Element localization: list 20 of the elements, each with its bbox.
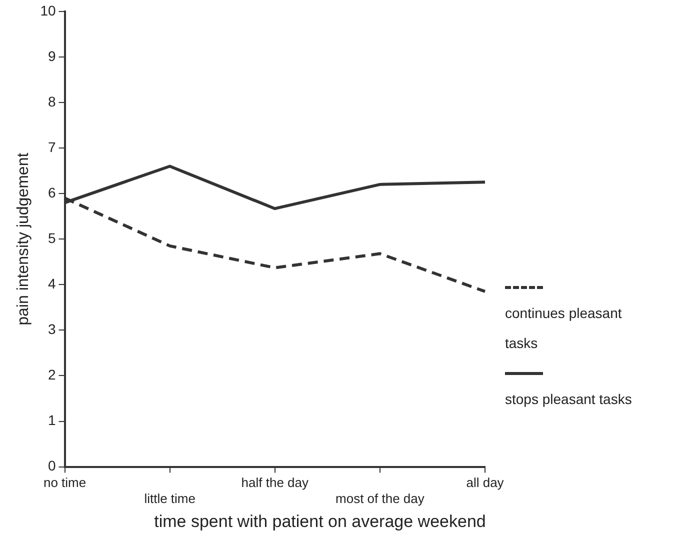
x-tick-label: half the day xyxy=(241,475,309,490)
series-label: continues pleasant tasks xyxy=(505,304,623,353)
y-tick-label: 9 xyxy=(48,48,56,64)
y-tick-label: 6 xyxy=(48,184,56,200)
x-tick-label: little time xyxy=(144,490,196,506)
x-tick-label: all day xyxy=(466,475,504,490)
y-tick-label: 3 xyxy=(48,321,56,338)
y-tick-label: 7 xyxy=(48,138,56,155)
x-axis-title: time spent with patient on average weekend xyxy=(153,512,487,532)
y-axis-title: pain intensity judgement xyxy=(15,152,32,326)
y-tick-label: 4 xyxy=(48,276,56,292)
y-tick-label: 0 xyxy=(48,458,56,474)
x-tick-label: most of the day xyxy=(336,490,425,506)
y-tick-label: 10 xyxy=(40,2,56,18)
y-tick-label: 1 xyxy=(48,412,56,428)
y-tick-label: 8 xyxy=(48,93,56,110)
y-tick-label: 2 xyxy=(48,366,56,383)
y-tick-label: 5 xyxy=(48,230,56,246)
legend-label: stops pleasant tasks xyxy=(505,390,633,409)
x-tick-label: no time xyxy=(43,475,86,490)
